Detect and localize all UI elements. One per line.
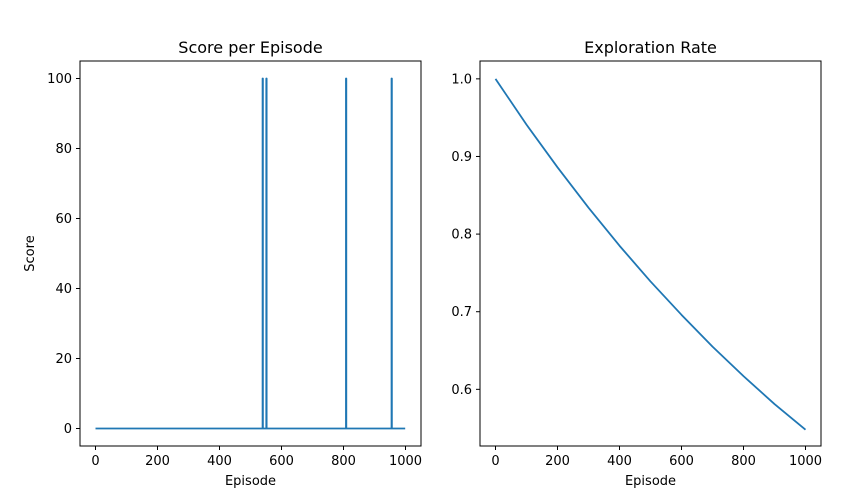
score-chart: Score per Episode 0 200 400 600 800 1000 0 20 40 6… [23, 38, 422, 489]
score-x-tick-label: 200 [145, 454, 170, 469]
exploration-plot-frame [479, 60, 822, 447]
exploration-x-tick-label: 400 [607, 454, 632, 469]
score-series-line [95, 77, 406, 430]
score-y-tick-label: 100 [47, 72, 72, 87]
score-y-tick-label: 60 [55, 212, 72, 227]
score-x-axis-label: Episode [225, 474, 276, 489]
score-y-tick-label: 0 [64, 422, 72, 437]
exploration-y-tick-label: 0.6 [451, 383, 472, 398]
exploration-chart-title: Exploration Rate [584, 38, 717, 57]
exploration-x-tick-label: 1000 [789, 454, 822, 469]
score-x-tick-label: 1000 [389, 454, 422, 469]
exploration-x-tick-label: 0 [491, 454, 499, 469]
score-y-tick-label: 80 [55, 142, 72, 157]
score-chart-title: Score per Episode [178, 38, 322, 57]
score-x-tick-label: 600 [269, 454, 294, 469]
score-x-tick-label: 400 [207, 454, 232, 469]
exploration-x-axis-label: Episode [625, 474, 676, 489]
exploration-y-tick-label: 0.9 [451, 150, 472, 165]
score-x-tick-label: 0 [91, 454, 99, 469]
exploration-x-tick-label: 800 [731, 454, 756, 469]
exploration-y-tick-label: 1.0 [451, 72, 472, 87]
exploration-y-tick-label: 0.7 [451, 305, 472, 320]
score-y-tick-label: 20 [55, 352, 72, 367]
score-y-axis-label: Score [23, 235, 38, 271]
exploration-chart: Exploration Rate 0 200 400 600 800 1000 0.6 0.7 0… [451, 38, 822, 489]
exploration-x-tick-label: 600 [669, 454, 694, 469]
score-y-tick-label: 40 [55, 282, 72, 297]
score-plot-frame [79, 60, 422, 447]
score-x-tick-label: 800 [331, 454, 356, 469]
exploration-series-line [494, 78, 807, 431]
exploration-x-tick-label: 200 [545, 454, 570, 469]
exploration-y-tick-label: 0.8 [451, 228, 472, 243]
